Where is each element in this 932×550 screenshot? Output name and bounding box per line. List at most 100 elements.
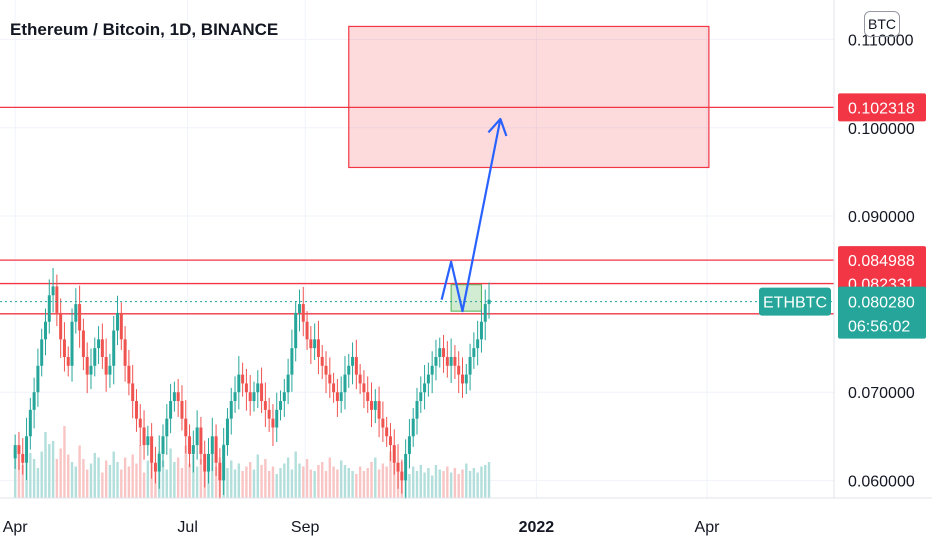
y-tick-label-4: 0.060000	[848, 473, 915, 490]
volume-bar	[70, 462, 74, 498]
candle-body	[36, 365, 40, 393]
candle-body	[343, 374, 347, 393]
candle-body	[362, 383, 366, 393]
candle-body	[260, 383, 264, 402]
volume-bar	[214, 466, 218, 498]
volume-bar	[393, 460, 396, 498]
volume-bar	[321, 462, 324, 498]
volume-bar	[328, 457, 332, 498]
volume-bar	[487, 462, 491, 498]
volume-bar	[40, 451, 43, 498]
candle-body	[381, 418, 385, 428]
candle-body	[339, 392, 343, 402]
candle-body	[199, 427, 203, 454]
candle-body	[419, 392, 423, 402]
candle-body	[248, 392, 252, 402]
x-tick-label-2: Sep	[291, 519, 320, 536]
projection-arrow[interactable]	[440, 117, 508, 313]
candle-body	[279, 401, 283, 410]
target-zone-rectangle	[348, 25, 710, 169]
candle-body	[146, 436, 150, 446]
drawing-zones[interactable]	[348, 25, 710, 312]
candlesticks	[13, 267, 491, 499]
volume-bar	[245, 466, 248, 498]
volume-bar	[169, 448, 172, 498]
candle-body	[51, 286, 55, 296]
volume-bar	[85, 469, 89, 498]
candle-body	[400, 471, 404, 481]
volume-bar	[279, 468, 282, 498]
volume-bar	[484, 465, 487, 498]
candle-body	[108, 365, 112, 375]
volume-bar	[362, 471, 366, 498]
candle-body	[241, 374, 245, 384]
volume-bar	[188, 463, 191, 498]
candle-body	[85, 356, 89, 375]
candle-body	[93, 348, 97, 366]
candle-body	[116, 312, 120, 331]
candle-body	[411, 418, 415, 437]
candle-body	[442, 348, 446, 357]
volume-bar	[104, 460, 108, 498]
volume-bar	[430, 475, 434, 498]
candle-body	[40, 339, 44, 366]
currency-button[interactable]: BTC	[864, 11, 900, 37]
chart-title: Ethereum / Bitcoin, 1D, BINANCE	[10, 20, 279, 39]
candle-body	[188, 436, 192, 454]
candle-body	[161, 436, 165, 454]
candle-body	[290, 348, 294, 375]
candle-body	[313, 339, 317, 349]
volume-bar	[82, 459, 85, 498]
candle-body	[78, 304, 82, 331]
candle-body	[47, 295, 51, 322]
y-tick-label-3: 0.070000	[848, 385, 915, 402]
volume-bar	[230, 460, 233, 498]
price-tags: 0.1023180.0849880.0823310.0788960.080280…	[759, 93, 926, 339]
volume-bar	[317, 465, 320, 498]
volume-bar	[453, 468, 457, 498]
price-tag-0-background	[838, 93, 926, 122]
candle-body	[392, 445, 396, 463]
volume-bar	[283, 463, 286, 498]
candle-body	[127, 365, 131, 384]
candle-body	[17, 445, 21, 454]
candle-body	[191, 445, 195, 454]
candle-body	[464, 374, 468, 384]
candle-body	[457, 365, 461, 375]
volume-bar	[101, 472, 104, 498]
candle-body	[225, 418, 229, 446]
candle-body	[150, 436, 154, 463]
volume-bar	[472, 468, 476, 498]
candle-body	[169, 401, 173, 419]
candle-body	[89, 365, 93, 375]
volume-bar	[173, 462, 176, 498]
candle-body	[218, 462, 222, 481]
candle-body	[70, 321, 74, 366]
candle-body	[153, 462, 157, 472]
volume-bar	[449, 472, 453, 498]
candle-body	[100, 339, 104, 357]
candle-body	[487, 299, 491, 305]
candle-body	[286, 374, 290, 393]
candle-body	[316, 339, 320, 357]
volume-bar	[211, 451, 214, 498]
candle-body	[358, 374, 362, 384]
candle-body	[335, 392, 339, 402]
candle-body	[396, 462, 400, 472]
volume-bar	[135, 463, 138, 498]
price-tag-1: 0.084988	[848, 253, 915, 270]
horizontal-lines[interactable]	[0, 106, 834, 315]
volume-bar	[55, 459, 59, 498]
volume-bar	[44, 432, 47, 498]
volume-bar	[51, 441, 55, 498]
volume-bar	[465, 463, 468, 498]
candle-body	[305, 321, 309, 340]
candle-body	[97, 339, 101, 349]
bar-countdown: 06:56:02	[848, 319, 910, 336]
y-tick-label-2: 0.090000	[848, 209, 915, 226]
x-tick-label-4: Apr	[695, 519, 721, 536]
volume-bar	[120, 469, 123, 498]
candle-body	[294, 312, 298, 349]
candle-body	[468, 356, 472, 375]
